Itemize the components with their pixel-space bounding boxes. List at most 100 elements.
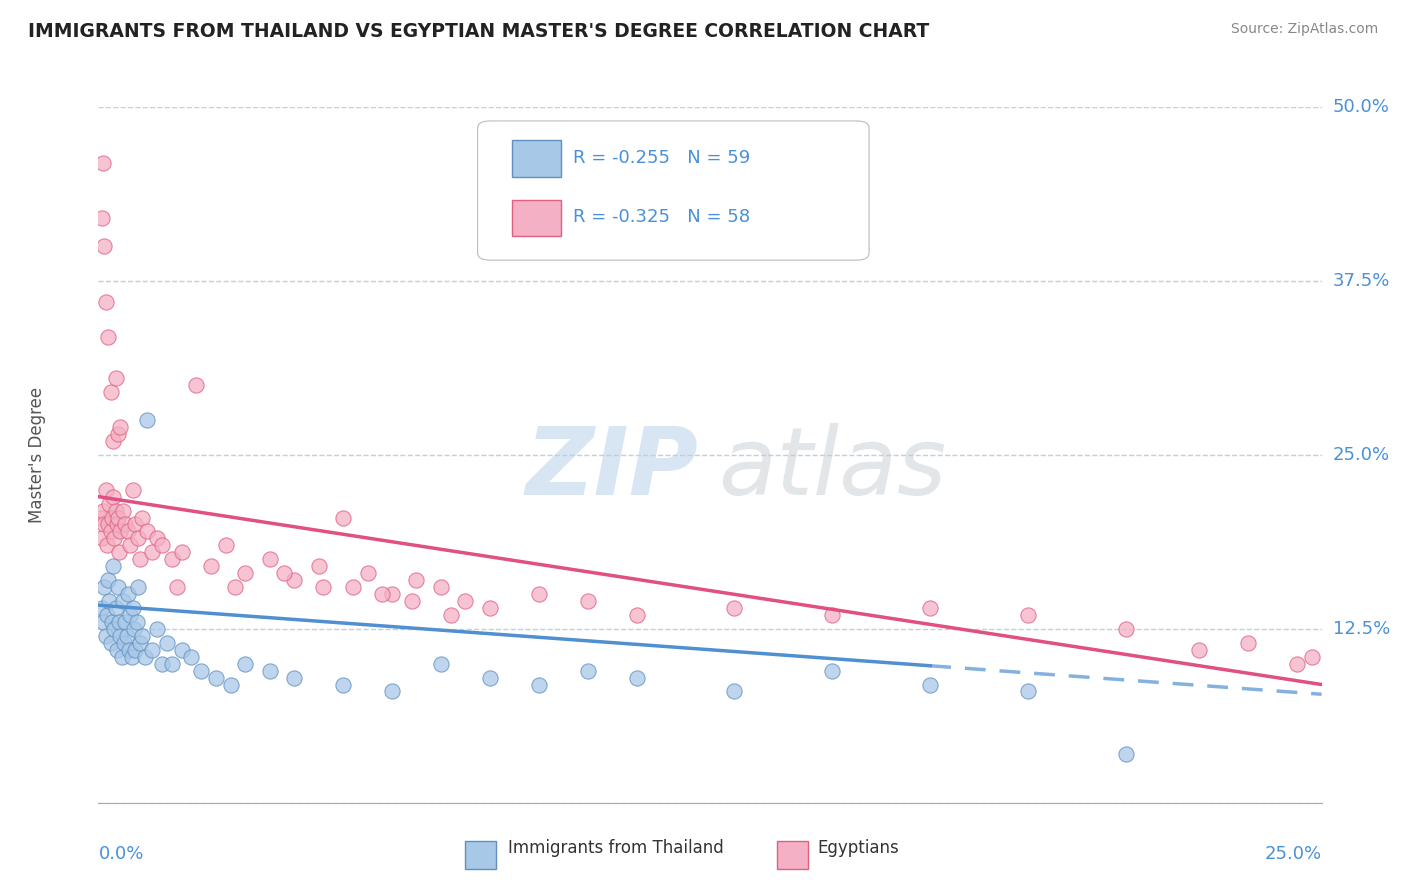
- Point: [124, 642, 146, 657]
- Point: [131, 510, 153, 524]
- Point: [107, 510, 129, 524]
- Point: [160, 657, 183, 671]
- Point: [626, 607, 648, 622]
- Point: [405, 573, 427, 587]
- Text: Immigrants from Thailand: Immigrants from Thailand: [508, 839, 724, 857]
- Point: [136, 524, 159, 539]
- Point: [110, 524, 132, 539]
- Point: [96, 607, 118, 622]
- Point: [90, 510, 112, 524]
- Point: [105, 517, 128, 532]
- Text: ZIP: ZIP: [526, 423, 699, 515]
- Point: [478, 601, 501, 615]
- Text: 25.0%: 25.0%: [1264, 845, 1322, 863]
- Point: [129, 636, 152, 650]
- Point: [219, 677, 242, 691]
- Point: [166, 580, 188, 594]
- Point: [454, 594, 477, 608]
- FancyBboxPatch shape: [512, 140, 561, 177]
- Point: [93, 580, 115, 594]
- Point: [110, 629, 132, 643]
- Point: [1286, 657, 1309, 671]
- Point: [180, 649, 202, 664]
- Point: [1301, 649, 1323, 664]
- Point: [121, 601, 143, 615]
- Point: [111, 649, 134, 664]
- Point: [146, 622, 169, 636]
- Point: [121, 483, 143, 497]
- Point: [111, 503, 134, 517]
- Point: [107, 580, 129, 594]
- Point: [124, 517, 146, 532]
- Point: [120, 607, 142, 622]
- Point: [576, 594, 599, 608]
- Point: [356, 566, 378, 581]
- Point: [94, 294, 117, 309]
- Point: [527, 587, 550, 601]
- Text: Egyptians: Egyptians: [818, 839, 900, 857]
- Point: [626, 671, 648, 685]
- Point: [97, 329, 120, 343]
- Point: [94, 629, 117, 643]
- Point: [120, 538, 142, 552]
- Point: [93, 517, 115, 532]
- Point: [93, 239, 115, 253]
- FancyBboxPatch shape: [465, 841, 496, 869]
- Point: [821, 607, 844, 622]
- Point: [273, 566, 295, 581]
- Point: [233, 657, 256, 671]
- Point: [105, 642, 128, 657]
- Text: 37.5%: 37.5%: [1333, 272, 1391, 290]
- Point: [371, 587, 394, 601]
- Text: 0.0%: 0.0%: [98, 845, 143, 863]
- Point: [723, 684, 745, 698]
- Point: [91, 532, 114, 546]
- Point: [205, 671, 228, 685]
- Point: [190, 664, 212, 678]
- Point: [381, 684, 404, 698]
- Point: [342, 580, 364, 594]
- Point: [141, 545, 163, 559]
- Point: [723, 601, 745, 615]
- Text: Source: ZipAtlas.com: Source: ZipAtlas.com: [1230, 22, 1378, 37]
- Point: [1188, 642, 1211, 657]
- Point: [1017, 684, 1039, 698]
- Text: R = -0.325   N = 58: R = -0.325 N = 58: [574, 208, 751, 226]
- Point: [100, 636, 122, 650]
- Point: [381, 587, 404, 601]
- Point: [127, 532, 149, 546]
- Point: [97, 517, 120, 532]
- Point: [150, 657, 173, 671]
- Point: [104, 503, 127, 517]
- Point: [1115, 622, 1137, 636]
- Point: [117, 524, 139, 539]
- Point: [103, 532, 125, 546]
- Point: [101, 615, 124, 629]
- Point: [121, 649, 143, 664]
- Point: [576, 664, 599, 678]
- Point: [259, 664, 281, 678]
- Point: [100, 524, 122, 539]
- Text: Master's Degree: Master's Degree: [28, 387, 46, 523]
- Point: [283, 671, 305, 685]
- Text: IMMIGRANTS FROM THAILAND VS EGYPTIAN MASTER'S DEGREE CORRELATION CHART: IMMIGRANTS FROM THAILAND VS EGYPTIAN MAS…: [28, 22, 929, 41]
- Point: [98, 497, 121, 511]
- Point: [91, 615, 114, 629]
- FancyBboxPatch shape: [778, 841, 808, 869]
- Text: 12.5%: 12.5%: [1333, 620, 1391, 638]
- Point: [134, 649, 156, 664]
- Point: [233, 566, 256, 581]
- Point: [312, 580, 335, 594]
- Point: [91, 211, 114, 226]
- Point: [91, 155, 114, 169]
- Point: [122, 622, 145, 636]
- Point: [98, 594, 121, 608]
- Point: [131, 629, 153, 643]
- Point: [1237, 636, 1260, 650]
- Point: [478, 671, 501, 685]
- Point: [1115, 747, 1137, 761]
- Point: [118, 642, 141, 657]
- Point: [125, 615, 148, 629]
- Point: [224, 580, 246, 594]
- Point: [103, 622, 125, 636]
